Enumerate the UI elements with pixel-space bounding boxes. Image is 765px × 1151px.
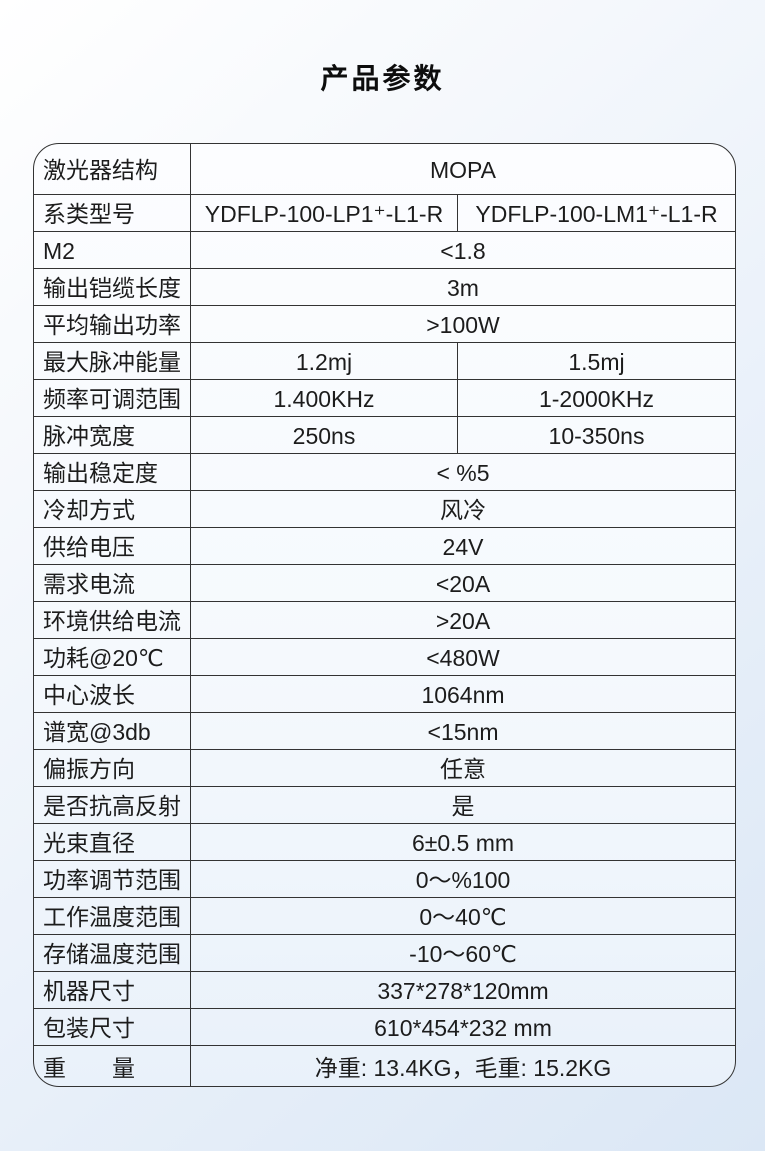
table-row: 工作温度范围 0～40℃: [34, 898, 735, 935]
table-row: 光束直径 6±0.5 mm: [34, 824, 735, 861]
spec-value: 净重: 13.4KG，毛重: 15.2KG: [314, 1055, 612, 1081]
spec-value-1: 1.400KHz: [191, 380, 458, 416]
table-row: 激光器结构 MOPA: [34, 144, 735, 195]
table-row: 环境供给电流 >20A: [34, 602, 735, 639]
spec-table: 激光器结构 MOPA 系类型号 YDFLP-100-LP1⁺-L1-R YDFLP-10…: [33, 143, 736, 1087]
spec-value: <15nm: [427, 718, 499, 745]
spec-label: 功耗@20℃: [34, 639, 191, 675]
table-row: 冷却方式 风冷: [34, 491, 735, 528]
spec-label: 激光器结构: [34, 144, 191, 194]
spec-value: -10～60℃: [409, 940, 517, 967]
spec-label: 中心波长: [34, 676, 191, 712]
spec-value-2: 10-350ns: [548, 422, 645, 449]
spec-label: 系类型号: [34, 195, 191, 231]
spec-value: >100W: [426, 311, 500, 338]
table-row: 输出稳定度 < %5: [34, 454, 735, 491]
table-row: 频率可调范围 1.400KHz 1-2000KHz: [34, 380, 735, 417]
spec-label: 谱宽@3db: [34, 713, 191, 749]
spec-value: < %5: [436, 459, 490, 486]
spec-label: 输出稳定度: [34, 454, 191, 490]
spec-value: 0～%100: [415, 866, 511, 893]
spec-label: 频率可调范围: [34, 380, 191, 416]
spec-label: 包装尺寸: [34, 1009, 191, 1045]
spec-value: 610*454*232 mm: [374, 1014, 552, 1041]
table-row: 功率调节范围 0～%100: [34, 861, 735, 898]
spec-value: 1064nm: [421, 681, 505, 708]
spec-value: 3m: [447, 274, 479, 301]
table-row: 供给电压 24V: [34, 528, 735, 565]
table-row: 是否抗高反射 是: [34, 787, 735, 824]
table-row: 机器尺寸 337*278*120mm: [34, 972, 735, 1009]
table-row: 偏振方向 任意: [34, 750, 735, 787]
spec-label: 环境供给电流: [34, 602, 191, 638]
table-row: 中心波长 1064nm: [34, 676, 735, 713]
spec-label: 是否抗高反射: [34, 787, 191, 823]
spec-value: 任意: [440, 755, 486, 782]
table-row: 功耗@20℃ <480W: [34, 639, 735, 676]
table-row: 输出铠缆长度 3m: [34, 269, 735, 306]
spec-value: >20A: [435, 607, 491, 634]
spec-value-2: 1-2000KHz: [538, 385, 655, 412]
spec-value: <20A: [435, 570, 491, 597]
spec-label: 冷却方式: [34, 491, 191, 527]
spec-label: 工作温度范围: [34, 898, 191, 934]
spec-label: 功率调节范围: [34, 861, 191, 897]
spec-label: 存储温度范围: [34, 935, 191, 971]
table-row: 最大脉冲能量 1.2mj 1.5mj: [34, 343, 735, 380]
spec-table-body: 激光器结构 MOPA 系类型号 YDFLP-100-LP1⁺-L1-R YDFLP-10…: [34, 144, 735, 1086]
spec-label: 偏振方向: [34, 750, 191, 786]
spec-value: 24V: [442, 533, 484, 560]
spec-value-1: 1.2mj: [191, 343, 458, 379]
table-row: M2 <1.8: [34, 232, 735, 269]
table-row: 包装尺寸 610*454*232 mm: [34, 1009, 735, 1046]
table-row: 重 量 净重: 13.4KG，毛重: 15.2KG: [34, 1046, 735, 1086]
spec-label: 输出铠缆长度: [34, 269, 191, 305]
spec-value: 6±0.5 mm: [411, 829, 515, 856]
spec-label: 光束直径: [34, 824, 191, 860]
spec-value-2: YDFLP-100-LM1⁺-L1-R: [475, 200, 718, 227]
spec-label: 供给电压: [34, 528, 191, 564]
spec-label: 平均输出功率: [34, 306, 191, 342]
table-row: 谱宽@3db <15nm: [34, 713, 735, 750]
spec-label: 需求电流: [34, 565, 191, 601]
table-row: 平均输出功率 >100W: [34, 306, 735, 343]
spec-value-2: 1.5mj: [568, 348, 625, 375]
spec-value: <480W: [426, 644, 500, 671]
spec-label: 机器尺寸: [34, 972, 191, 1008]
spec-label: 重 量: [34, 1046, 191, 1086]
spec-label: 最大脉冲能量: [34, 343, 191, 379]
spec-value-1: 250ns: [191, 417, 458, 453]
spec-value: MOPA: [429, 156, 497, 183]
spec-label: 脉冲宽度: [34, 417, 191, 453]
spec-value-1: YDFLP-100-LP1⁺-L1-R: [191, 195, 458, 231]
table-row: 存储温度范围 -10～60℃: [34, 935, 735, 972]
page-title: 产品参数: [320, 63, 445, 94]
spec-value: <1.8: [440, 237, 486, 264]
spec-value: 0～40℃: [419, 903, 507, 930]
spec-value: 是: [451, 792, 475, 819]
spec-label: M2: [34, 232, 191, 268]
table-row: 脉冲宽度 250ns 10-350ns: [34, 417, 735, 454]
spec-value: 风冷: [440, 496, 486, 523]
table-row: 需求电流 <20A: [34, 565, 735, 602]
spec-value: 337*278*120mm: [377, 977, 549, 1004]
table-row: 系类型号 YDFLP-100-LP1⁺-L1-R YDFLP-100-LM1⁺-L1…: [34, 195, 735, 232]
